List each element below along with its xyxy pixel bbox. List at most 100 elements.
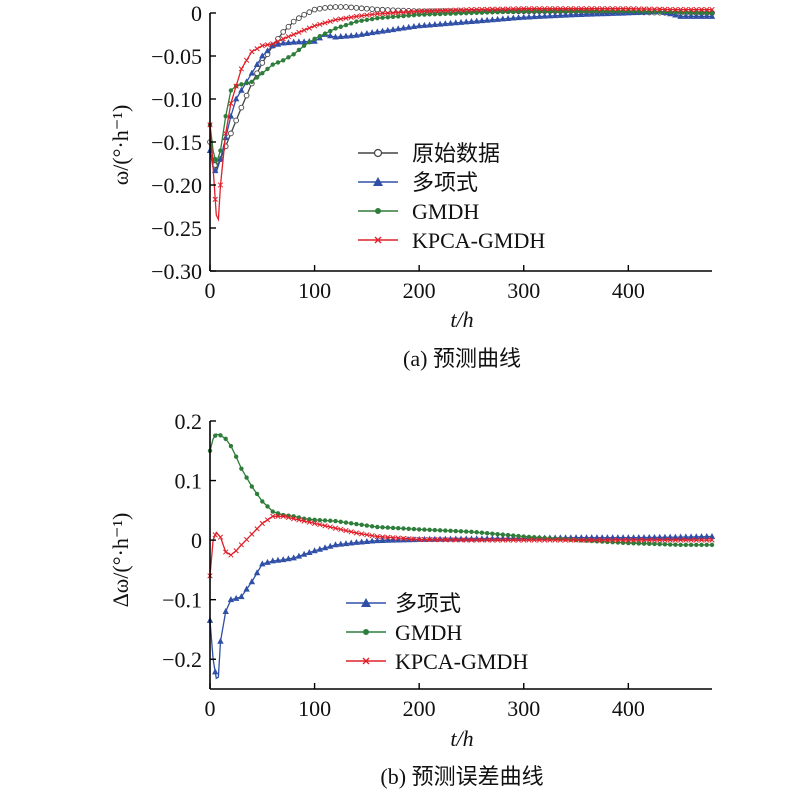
chart-b-point-kpca-gmdh [458,537,464,543]
chart-a-point-kpca-gmdh [426,8,433,14]
chart-b-y-tick-label: −0.1 [162,588,202,613]
chart-b-point-kpca-gmdh [338,526,344,533]
chart-b-series-kpca-gmdh [207,513,715,579]
chart-b-point-polynomial [232,594,240,601]
chart-b-point-kpca-gmdh [552,537,558,543]
chart-b-point-gmdh [469,529,474,534]
chart-b-point-kpca-gmdh [562,537,569,543]
chart-a-point-gmdh [296,47,302,53]
chart-a-point-kpca-gmdh [311,23,318,29]
chart-b-point-polynomial [238,593,245,600]
chart-b-point-polynomial [347,539,355,546]
chart-b-point-gmdh [657,541,662,547]
chart-a-point-kpca-gmdh [489,6,496,12]
chart-b-point-polynomial [311,547,318,554]
chart-b-point-gmdh [563,537,568,542]
chart-b-y-tick-label: −0.2 [162,647,202,672]
chart-b-point-gmdh [411,526,417,532]
chart-b-point-polynomial [243,585,250,592]
chart-b-point-kpca-gmdh [484,537,490,543]
chart-a-point-kpca-gmdh [709,6,715,13]
chart-a-point-gmdh [312,36,317,41]
chart-b-point-kpca-gmdh [447,537,454,543]
chart-b-point-gmdh [667,542,673,547]
chart-b-y-tick-label: 0.2 [175,409,203,434]
chart-a-point-gmdh [322,31,328,36]
chart-b-point-kpca-gmdh [243,536,250,543]
chart-a-point-gmdh [484,10,490,15]
chart-b-point-kpca-gmdh [374,533,380,540]
chart-a-point-raw-data [353,4,360,11]
chart-a-point-polynomial [400,24,407,31]
chart-a-point-gmdh [495,9,500,15]
chart-a-point-polynomial [342,32,350,39]
chart-b-point-kpca-gmdh [531,537,537,543]
chart-b-point-polynomial [280,556,287,563]
chart-b-point-polynomial [332,541,339,548]
chart-a-point-gmdh [401,13,406,19]
chart-b-point-kpca-gmdh [583,537,590,543]
chart-b-point-gmdh [343,520,349,525]
chart-a-point-polynomial [374,28,381,35]
chart-a-point-polynomial [698,12,705,19]
chart-b-point-gmdh [239,466,244,471]
chart-a-point-kpca-gmdh [432,8,438,14]
chart-a-point-raw-data [337,4,344,10]
chart-b-point-polynomial [327,542,334,549]
chart-a-point-gmdh [490,10,495,15]
chart-a-point-gmdh [291,52,296,57]
chart-a-point-raw-data [311,6,318,13]
chart-b-point-kpca-gmdh [285,514,292,521]
chart-b-caption: (b) 预测误差曲线 [380,764,543,789]
chart-a-point-kpca-gmdh [217,182,224,188]
chart-a-point-kpca-gmdh [285,33,292,40]
chart-b-point-kpca-gmdh [296,517,302,523]
chart-b-point-kpca-gmdh [515,537,522,543]
chart-b-point-gmdh [464,529,469,534]
chart-b-point-kpca-gmdh [604,537,611,543]
chart-a-point-gmdh [265,66,270,72]
chart-b-point-gmdh [364,523,370,528]
chart-b-point-polynomial [269,557,276,564]
chart-a-point-kpca-gmdh [557,6,564,12]
chart-b-point-kpca-gmdh [510,537,516,543]
chart-a-point-kpca-gmdh [238,66,245,72]
chart-b-point-polynomial [248,578,256,585]
chart-b-point-kpca-gmdh [238,542,245,548]
chart-a-series-gmdh [207,9,715,166]
chart-b-point-gmdh [511,533,516,538]
chart-b-point-gmdh [233,454,239,459]
chart-a-point-gmdh [228,88,234,93]
chart-b-point-gmdh [359,522,364,527]
chart-a-point-raw-data [254,70,260,77]
chart-a-series-layer [206,4,716,222]
chart-b-point-kpca-gmdh [264,517,271,523]
chart-a-point-gmdh [699,10,704,15]
chart-b-point-polynomial [295,552,303,559]
chart-a-point-kpca-gmdh [259,43,265,49]
chart-a-point-kpca-gmdh [662,6,668,12]
chart-b-point-kpca-gmdh [672,537,679,543]
chart-a-point-polynomial [504,14,512,21]
chart-b-point-polynomial [259,560,266,567]
chart-a-point-polynomial [368,29,376,36]
chart-b-point-gmdh [688,542,694,548]
legend-b-polynomial: 多项式 [346,591,461,616]
chart-b-error-curves: 0 100 200 300 400 0.2 0.1 0 −0.1 −0.2 t/h Δω/(°·h… [108,409,716,789]
chart-a-point-polynomial [672,11,679,18]
chart-a-point-kpca-gmdh [521,6,527,12]
chart-b-point-gmdh [443,528,448,533]
chart-a-point-kpca-gmdh [589,6,595,12]
chart-a-point-kpca-gmdh [437,7,443,14]
chart-b-point-gmdh [516,533,521,539]
chart-a-point-polynomial [510,14,517,21]
chart-b-series-layer [206,433,716,680]
chart-b-point-polynomial [342,540,350,547]
chart-b-point-kpca-gmdh [212,532,218,538]
chart-b-point-gmdh [390,525,396,531]
chart-b-point-gmdh [322,518,328,523]
chart-a-point-gmdh [307,40,312,45]
chart-a-point-polynomial [499,15,507,22]
chart-a-point-kpca-gmdh [468,6,475,13]
chart-b-point-polynomial [693,533,700,540]
